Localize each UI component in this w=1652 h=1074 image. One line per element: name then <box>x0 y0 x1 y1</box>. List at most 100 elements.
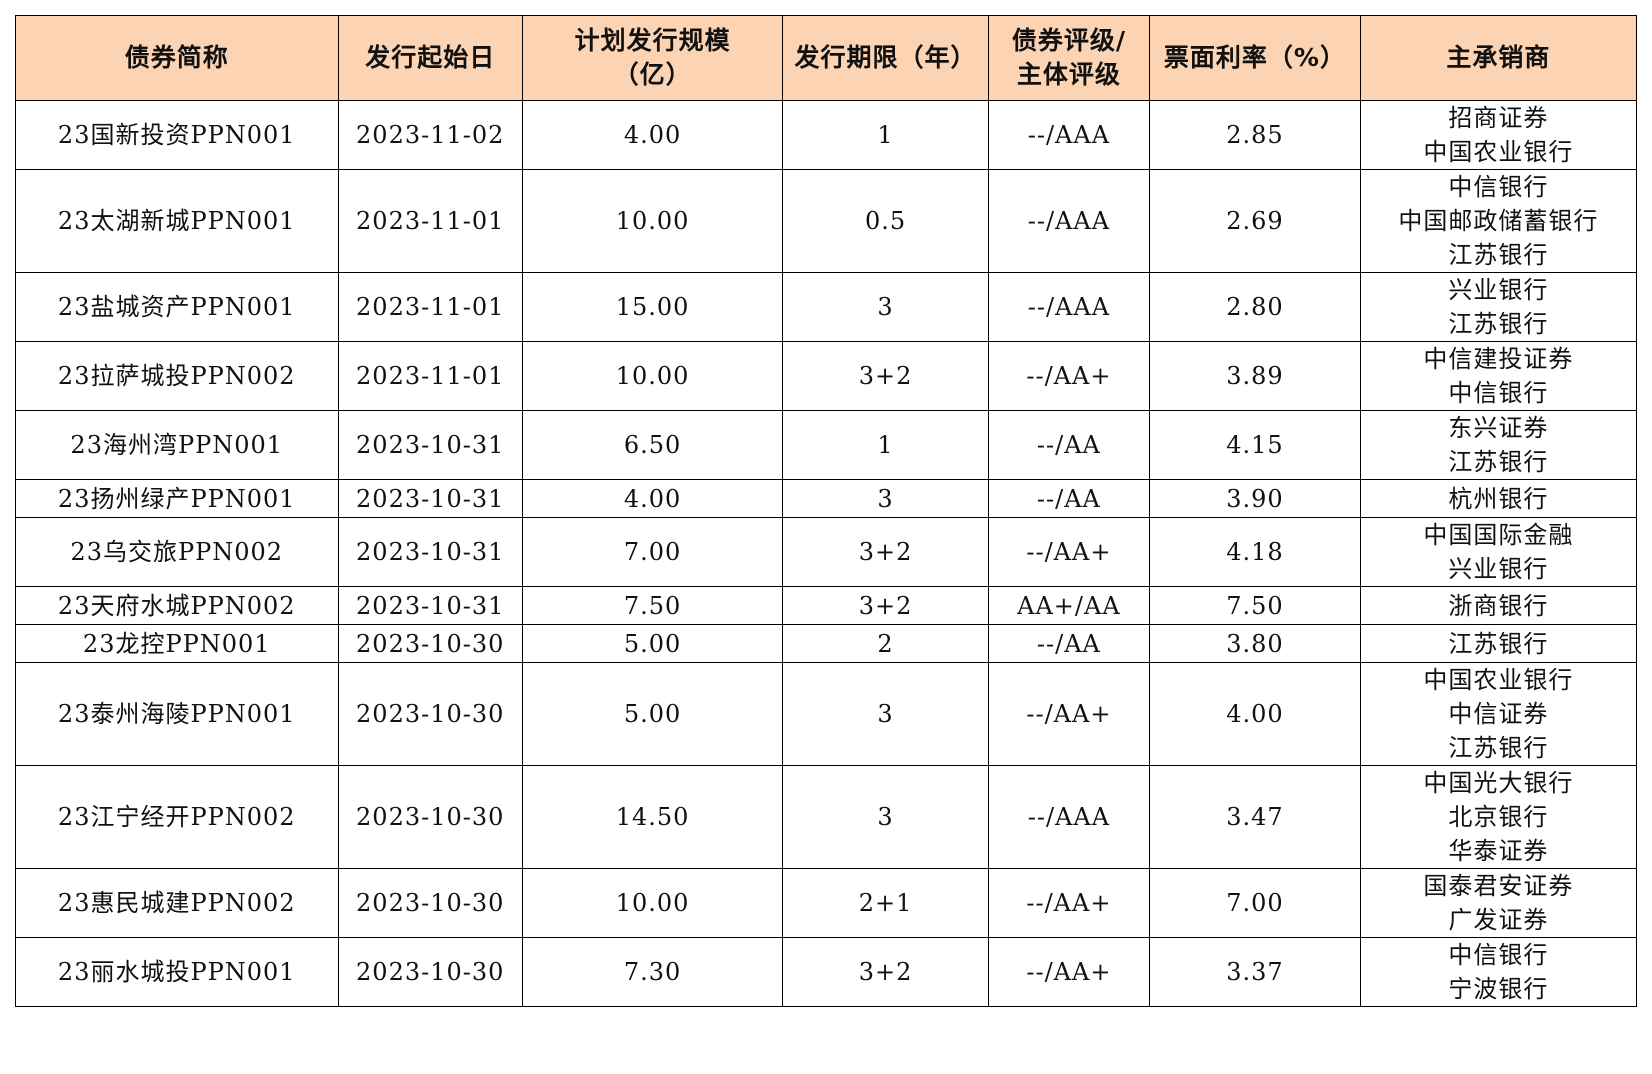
cell-term: 3 <box>782 272 989 342</box>
cell-underwriters: 中国国际金融 兴业银行 <box>1359 517 1638 587</box>
cell-underwriters: 江苏银行 <box>1359 624 1638 663</box>
column-header-underwriter: 主承销商 <box>1359 15 1638 101</box>
bond-issuance-table: 债券简称 发行起始日 计划发行规模 （亿） 发行期限（年） 债券评级/主体评级 票面利率（%… <box>15 15 1638 1007</box>
cell-name: 23泰州海陵PPN001 <box>15 662 339 766</box>
cell-underwriters: 招商证券 中国农业银行 <box>1359 100 1638 170</box>
cell-rating: --/AA <box>987 479 1151 518</box>
table-row: 23国新投资PPN001 2023-11-02 4.00 1 --/AAA 2.85 招商证… <box>15 100 1638 170</box>
cell-rating: --/AA+ <box>987 662 1151 766</box>
cell-underwriters: 国泰君安证券 广发证券 <box>1359 868 1638 938</box>
underwriter-name: 广发证券 <box>1448 906 1549 934</box>
cell-scale: 5.00 <box>521 662 784 766</box>
cell-name: 23盐城资产PPN001 <box>15 272 339 342</box>
cell-coupon: 3.47 <box>1149 765 1361 869</box>
table-row: 23拉萨城投PPN002 2023-11-01 10.00 3+2 --/AA+ 3.89… <box>15 341 1638 411</box>
cell-coupon: 4.00 <box>1149 662 1361 766</box>
cell-start-date: 2023-10-30 <box>337 662 523 766</box>
cell-term: 3+2 <box>782 937 989 1007</box>
column-header-text: 主承销商 <box>1446 43 1551 72</box>
underwriter-name: 江苏银行 <box>1448 448 1549 476</box>
cell-name: 23江宁经开PPN002 <box>15 765 339 869</box>
cell-rating: --/AA <box>987 410 1151 480</box>
cell-name: 23扬州绿产PPN001 <box>15 479 339 518</box>
underwriter-name: 招商证券 <box>1448 104 1549 132</box>
underwriter-name: 兴业银行 <box>1448 276 1549 304</box>
underwriter-name: 中国邮政储蓄银行 <box>1398 207 1599 235</box>
cell-underwriters: 杭州银行 <box>1359 479 1638 518</box>
cell-scale: 7.00 <box>521 517 784 587</box>
cell-rating: --/AAA <box>987 169 1151 273</box>
underwriter-name: 北京银行 <box>1448 803 1549 831</box>
cell-scale: 10.00 <box>521 169 784 273</box>
cell-underwriters: 浙商银行 <box>1359 586 1638 625</box>
cell-rating: --/AA+ <box>987 517 1151 587</box>
underwriter-name: 中国光大银行 <box>1423 769 1574 797</box>
column-header-text: 发行期限（年） <box>794 43 977 72</box>
cell-underwriters: 东兴证券 江苏银行 <box>1359 410 1638 480</box>
table-row: 23惠民城建PPN002 2023-10-30 10.00 2+1 --/AA+ 7.00… <box>15 868 1638 938</box>
cell-coupon: 3.90 <box>1149 479 1361 518</box>
underwriter-name: 中国农业银行 <box>1423 666 1574 694</box>
cell-coupon: 7.50 <box>1149 586 1361 625</box>
cell-rating: AA+/AA <box>987 586 1151 625</box>
cell-underwriters: 中国农业银行 中信证券 江苏银行 <box>1359 662 1638 766</box>
table-row: 23乌交旅PPN002 2023-10-31 7.00 3+2 --/AA+ 4.18 中国… <box>15 517 1638 587</box>
table-row: 23海州湾PPN001 2023-10-31 6.50 1 --/AA 4.15 东兴证券江… <box>15 410 1638 480</box>
cell-term: 3+2 <box>782 341 989 411</box>
underwriter-name: 浙商银行 <box>1448 591 1549 620</box>
underwriter-name: 宁波银行 <box>1448 975 1549 1003</box>
cell-scale: 14.50 <box>521 765 784 869</box>
underwriter-name: 中国国际金融 <box>1423 521 1574 549</box>
cell-term: 3 <box>782 662 989 766</box>
cell-rating: --/AA+ <box>987 341 1151 411</box>
underwriter-name: 中信银行 <box>1448 941 1549 969</box>
cell-coupon: 2.85 <box>1149 100 1361 170</box>
cell-coupon: 3.89 <box>1149 341 1361 411</box>
cell-name: 23海州湾PPN001 <box>15 410 339 480</box>
table-row: 23江宁经开PPN002 2023-10-30 14.50 3 --/AAA 3.47 中国… <box>15 765 1638 869</box>
cell-coupon: 7.00 <box>1149 868 1361 938</box>
table-header: 债券简称 发行起始日 计划发行规模 （亿） 发行期限（年） 债券评级/主体评级 票面利率（%… <box>15 15 1638 101</box>
column-header-text: 计划发行规模 <box>574 26 731 55</box>
cell-start-date: 2023-10-30 <box>337 868 523 938</box>
cell-term: 1 <box>782 100 989 170</box>
underwriter-name: 江苏银行 <box>1448 734 1549 762</box>
underwriter-name: 华泰证券 <box>1448 837 1549 865</box>
cell-start-date: 2023-10-31 <box>337 586 523 625</box>
underwriter-name: 国泰君安证券 <box>1423 872 1574 900</box>
cell-scale: 15.00 <box>521 272 784 342</box>
cell-underwriters: 中信建投证券 中信银行 <box>1359 341 1638 411</box>
cell-start-date: 2023-10-31 <box>337 479 523 518</box>
cell-coupon: 2.69 <box>1149 169 1361 273</box>
cell-term: 3+2 <box>782 586 989 625</box>
table-row: 23龙控PPN001 2023-10-30 5.00 2 --/AA 3.80 江苏银行 <box>15 624 1638 663</box>
cell-start-date: 2023-10-31 <box>337 517 523 587</box>
cell-rating: --/AA+ <box>987 937 1151 1007</box>
cell-name: 23丽水城投PPN001 <box>15 937 339 1007</box>
cell-scale: 7.50 <box>521 586 784 625</box>
cell-rating: --/AAA <box>987 765 1151 869</box>
cell-coupon: 4.18 <box>1149 517 1361 587</box>
cell-underwriters: 兴业银行 江苏银行 <box>1359 272 1638 342</box>
cell-name: 23拉萨城投PPN002 <box>15 341 339 411</box>
cell-rating: --/AAA <box>987 100 1151 170</box>
cell-name: 23龙控PPN001 <box>15 624 339 663</box>
cell-scale: 6.50 <box>521 410 784 480</box>
column-header-text: 债券评级/ <box>1011 26 1126 55</box>
cell-term: 3 <box>782 765 989 869</box>
underwriter-name: 江苏银行 <box>1448 629 1549 658</box>
cell-scale: 5.00 <box>521 624 784 663</box>
cell-term: 3+2 <box>782 517 989 587</box>
column-header-text: 主体评级 <box>1016 60 1121 89</box>
cell-coupon: 2.80 <box>1149 272 1361 342</box>
column-header-text: 票面利率（%） <box>1163 43 1346 72</box>
cell-name: 23天府水城PPN002 <box>15 586 339 625</box>
cell-rating: --/AA <box>987 624 1151 663</box>
table-body: 23国新投资PPN001 2023-11-02 4.00 1 --/AAA 2.85 招商证… <box>15 100 1638 1007</box>
cell-name: 23乌交旅PPN002 <box>15 517 339 587</box>
cell-scale: 4.00 <box>521 100 784 170</box>
table-row: 23丽水城投PPN001 2023-10-30 7.30 3+2 --/AA+ 3.37 中… <box>15 937 1638 1007</box>
column-header-start-date: 发行起始日 <box>337 15 523 101</box>
cell-name: 23太湖新城PPN001 <box>15 169 339 273</box>
table-row: 23盐城资产PPN001 2023-11-01 15.00 3 --/AAA 2.80 兴业… <box>15 272 1638 342</box>
